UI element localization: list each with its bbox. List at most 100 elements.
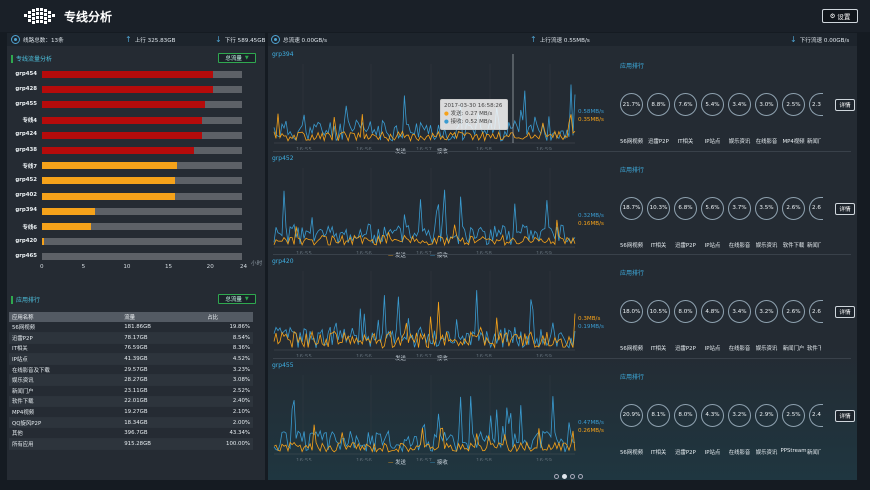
legend-item[interactable]: — 发送	[388, 147, 406, 155]
bar[interactable]	[42, 71, 213, 78]
bar[interactable]	[42, 238, 44, 246]
bar[interactable]	[42, 162, 177, 170]
app-pct-circle: 3.2%	[755, 300, 778, 323]
legend-item[interactable]: — 接收	[430, 458, 448, 466]
total-speed-stat: 总流速 0.00GB/s	[271, 33, 327, 46]
send-dot-icon: ●	[444, 111, 449, 117]
pagination-dots	[554, 474, 583, 479]
traffic-cell: 18.34GB	[121, 417, 205, 429]
send-series-line	[273, 219, 576, 246]
chart-legend: — 发送 — 接收	[388, 251, 448, 259]
traffic-cell: 396.7GB	[121, 427, 205, 440]
bar[interactable]	[42, 116, 202, 124]
legend-item[interactable]: — 接收	[430, 147, 448, 155]
app-name-label: 在线影音	[728, 346, 751, 352]
bar[interactable]	[42, 86, 213, 94]
legend-swatch: —	[429, 356, 438, 362]
bar[interactable]	[42, 192, 176, 200]
app-name-label: 56网视频	[619, 242, 644, 249]
col-traffic: 流量	[121, 312, 205, 322]
down-speed-text: 下行流速 0.00GB/s	[799, 37, 850, 44]
table-row[interactable]: 所有应用 915.28GB 100.00%	[9, 438, 253, 450]
legend-item[interactable]: — 接收	[430, 354, 448, 362]
app-name-cell: 其他	[9, 427, 122, 440]
page-dot[interactable]	[578, 474, 583, 479]
table-row[interactable]: 新闻门户 23.11GB 2.52%	[9, 385, 253, 397]
table-row[interactable]: 迅雷P2P 78.17GB 8.54%	[9, 332, 253, 344]
bar-category-label: 专线6	[22, 224, 37, 231]
app-name-label: 迅雷P2P	[675, 346, 696, 352]
legend-label: 发送	[395, 149, 406, 155]
up-stat: ↑ 上行 325.83GB	[125, 33, 175, 46]
bar-category-label: grp394	[15, 207, 37, 214]
table-row[interactable]: 娱乐资讯 28.27GB 3.08%	[9, 374, 253, 387]
settings-button[interactable]: ⚙ 设置	[822, 9, 858, 23]
page-dot-active[interactable]	[562, 474, 567, 479]
detail-button[interactable]: 详情	[835, 409, 855, 422]
app-name-label: 新闻门户	[782, 346, 805, 352]
app-pct-circle: 3.4%	[728, 300, 751, 323]
bar[interactable]	[42, 207, 95, 215]
traffic-cell: 181.86GB	[121, 322, 205, 334]
x-tick-label: 16:57	[416, 147, 432, 150]
table-row[interactable]: IT相关 76.59GB 8.36%	[9, 343, 253, 355]
bar[interactable]	[42, 147, 194, 154]
legend-item[interactable]: — 接收	[430, 251, 448, 259]
detail-button[interactable]: 详情	[835, 202, 855, 215]
app-name-cell: IP站点	[9, 353, 122, 365]
x-tick-label: 16:55	[296, 354, 312, 357]
page-dot[interactable]	[554, 474, 559, 479]
bar-track	[42, 223, 242, 230]
table-row[interactable]: MP4视频 19.27GB 2.10%	[9, 406, 253, 418]
bar[interactable]	[42, 223, 92, 230]
app-pct-circle: 18.7%	[620, 196, 643, 220]
detail-button[interactable]: 详情	[835, 99, 855, 111]
panel-divider	[273, 254, 851, 255]
legend-swatch: —	[429, 459, 438, 466]
traffic-cell: 78.17GB	[121, 332, 205, 344]
table-row[interactable]: 软件下载 22.01GB 2.40%	[9, 396, 253, 408]
app-rank-select[interactable]: 总流量 ▼	[218, 294, 256, 304]
page-dot[interactable]	[570, 474, 575, 479]
app-name-label: IP站点	[704, 242, 721, 249]
app-pct-circle: 10.3%	[647, 196, 670, 220]
traffic-select[interactable]: 总流量 ▼	[218, 53, 256, 63]
app-name-cell: IT相关	[9, 343, 122, 355]
app-name-cell: 新闻门户	[9, 385, 122, 397]
legend-item[interactable]: — 发送	[388, 251, 406, 259]
table-row[interactable]: QQ旋风P2P 18.34GB 2.00%	[9, 417, 253, 429]
app-pct-circle: 10.5%	[647, 300, 670, 323]
app-rank-select-value: 总流量	[225, 297, 242, 303]
app-rank-table: 应用名称 流量 占比 56网视频 181.86GB 19.86% 迅雷P2P 78.17…	[9, 312, 253, 450]
panel-rank-title: 应用排行	[620, 166, 645, 174]
app-name-label: 娱乐资讯	[755, 449, 778, 456]
table-row[interactable]: IP站点 41.39GB 4.52%	[9, 353, 253, 365]
table-row[interactable]: 56网视频 181.86GB 19.86%	[9, 322, 253, 334]
line-chart-title: grp394	[272, 51, 294, 58]
app-name-cell: 软件下载	[9, 396, 122, 408]
bar[interactable]	[42, 177, 176, 185]
legend-item[interactable]: — 发送	[388, 354, 406, 362]
legend-item[interactable]: — 发送	[388, 458, 406, 466]
app-name-label: 娱乐资讯	[755, 242, 778, 249]
line-chart: 16:55 16:56 16:57 16:58 16:59	[273, 271, 576, 357]
x-tick-label: 16:59	[536, 147, 552, 150]
app-pct-circle: 2.9%	[755, 403, 778, 427]
up-text: 上行 325.83GB	[134, 37, 176, 44]
bar[interactable]	[42, 131, 202, 139]
x-tick-label: 16:58	[476, 251, 492, 254]
x-tick-label: 16:58	[476, 354, 492, 357]
app-name-label: 迅雷P2P	[675, 449, 696, 456]
traffic-select-value: 总流量	[225, 56, 242, 62]
app-pct-circle: 3.0%	[755, 93, 778, 116]
app-name-label: 软件下	[807, 346, 821, 352]
line-count-text: 线路总数：13条	[23, 37, 64, 44]
table-row[interactable]: 其他 396.7GB 43.34%	[9, 427, 253, 440]
table-row[interactable]: 在线影音及下载 29.57GB 3.23%	[9, 364, 253, 376]
app-name-label: 娱乐资讯	[728, 139, 751, 145]
app-pct-circle: 5.6%	[701, 196, 724, 220]
bar-track	[42, 207, 242, 215]
x-tick-label: 16:58	[476, 458, 492, 461]
bar[interactable]	[42, 101, 205, 109]
detail-button[interactable]: 详情	[835, 306, 855, 318]
